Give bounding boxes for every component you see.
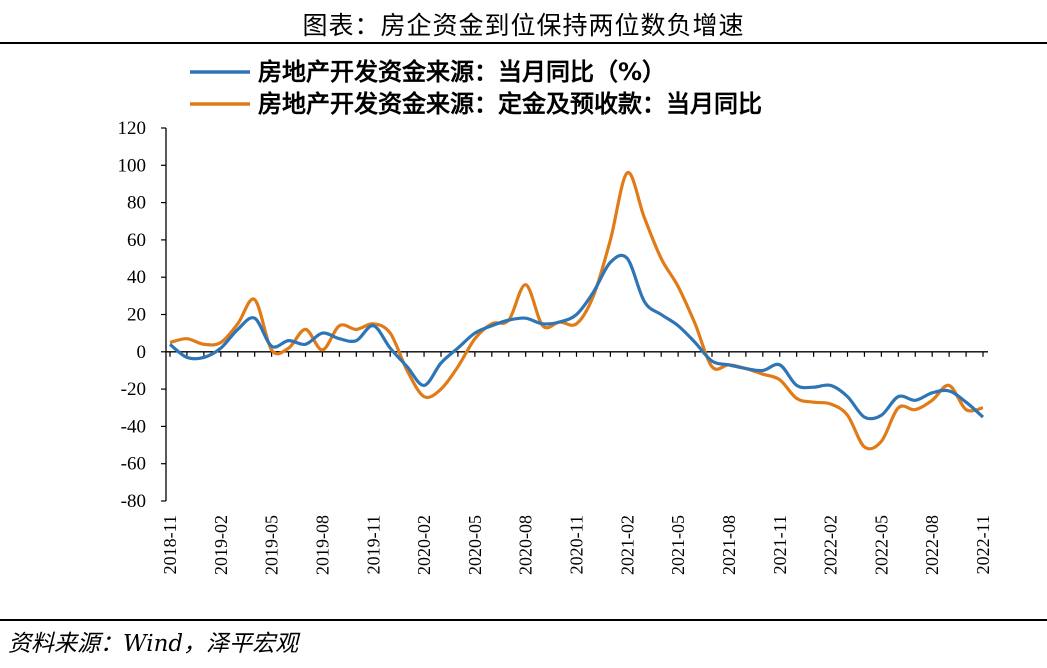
x-tick-label: 2020-08: [516, 515, 536, 575]
x-tick-label: 2021-08: [719, 515, 739, 575]
y-tick-label: 20: [127, 305, 146, 326]
bottom-rule: [0, 619, 1047, 621]
x-tick-label: 2022-02: [821, 515, 841, 575]
x-tick-label: 2021-02: [617, 515, 637, 575]
x-tick-label: 2018-11: [160, 515, 180, 574]
source-note: 资料来源：Wind，泽平宏观: [8, 631, 299, 657]
y-tick-label: 60: [127, 230, 146, 251]
y-axis: -80 -60 -40 -20 0 20 40 60 80 100 120: [118, 118, 167, 512]
y-tick-label: 100: [118, 155, 147, 176]
legend: 房地产开发资金来源：当月同比（%） 房地产开发资金来源：定金及预收款：当月同比: [190, 58, 762, 118]
x-tick-label: 2019-05: [262, 515, 282, 575]
y-tick-label: 80: [127, 193, 146, 214]
y-tick-label: -20: [121, 379, 146, 400]
y-tick-label: 40: [127, 267, 146, 288]
x-tick-label: 2022-11: [973, 515, 993, 574]
x-tick-label: 2022-08: [922, 515, 942, 575]
legend-label-1: 房地产开发资金来源：当月同比（%）: [258, 58, 666, 86]
y-tick-label: -80: [121, 491, 146, 512]
series-line-1: [168, 253, 985, 421]
legend-label-2: 房地产开发资金来源：定金及预收款：当月同比: [258, 90, 762, 118]
series-line-2: [169, 171, 984, 451]
y-tick-label: 0: [137, 342, 147, 363]
y-tick-label: -40: [121, 416, 146, 437]
x-tick-label: 2022-05: [871, 515, 891, 575]
x-tick-label: 2021-11: [770, 515, 790, 574]
x-tick-label: 2020-02: [414, 515, 434, 575]
top-rule: [0, 42, 1047, 44]
x-tick-label: 2020-05: [465, 515, 485, 575]
chart-title: 图表：房企资金到位保持两位数负增速: [302, 11, 745, 40]
y-tick-label: -60: [121, 454, 146, 475]
x-axis: 2018-11 2019-02 2019-05 2019-08 2019-11 2020-…: [160, 351, 993, 575]
y-tick-label: 120: [118, 118, 147, 139]
x-tick-label: 2019-08: [312, 515, 332, 575]
x-tick-label: 2020-11: [567, 515, 587, 574]
x-tick-label: 2019-02: [211, 515, 231, 575]
x-tick-label: 2021-05: [668, 515, 688, 575]
x-tick-label: 2019-11: [363, 515, 383, 574]
series-lines: [168, 171, 985, 451]
